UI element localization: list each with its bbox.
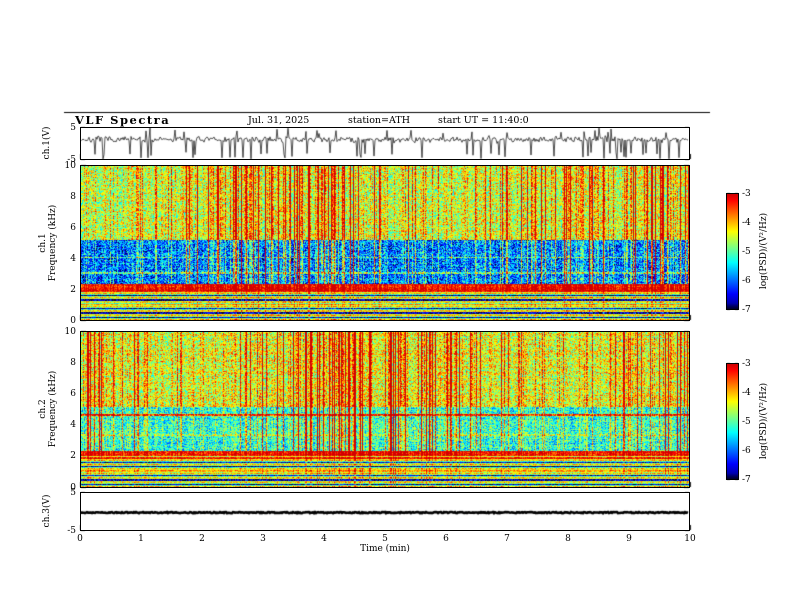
x-tick-label: 1	[138, 534, 144, 544]
y-tick-label: 0	[70, 482, 76, 493]
y-tick-label: -5	[67, 525, 76, 536]
y-tick-label: 6	[70, 388, 76, 399]
ch3-waveform-canvas	[81, 493, 689, 530]
ch1-spectrogram-ylabel-channel: ch.1	[38, 233, 48, 253]
colorbar-1-panel	[726, 193, 739, 310]
y-tick-label: 5	[70, 122, 76, 133]
x-tick-label: 9	[626, 534, 632, 544]
ch2-spectrogram-ylabel-text: Frequency (kHz)	[48, 370, 58, 448]
x-tick-label: 8	[565, 534, 571, 544]
x-tick-label: 10	[684, 534, 696, 544]
x-tick-label: 5	[382, 534, 388, 544]
plot-station: station=ATH	[348, 115, 410, 126]
colorbar-2-canvas	[727, 364, 738, 479]
xaxis-label: Time (min)	[360, 544, 410, 554]
ch2-spectrogram-canvas	[81, 332, 689, 487]
y-tick-label: 5	[70, 487, 76, 498]
y-tick-label: -5	[67, 154, 76, 165]
colorbar-tick-label: -5	[742, 416, 751, 427]
ch1-waveform-canvas	[81, 128, 689, 159]
x-tick-label: 3	[260, 534, 266, 544]
y-tick-label: 4	[70, 253, 76, 264]
y-tick-label: 8	[70, 357, 76, 368]
ch1-waveform-ylabel: ch.1(V)	[42, 126, 52, 160]
plot-start-time: start UT = 11:40:0	[438, 115, 529, 126]
y-tick-label: 10	[64, 160, 76, 171]
x-tick-label: 2	[199, 534, 205, 544]
y-tick-label: 2	[70, 451, 76, 462]
colorbar-tick-label: -5	[742, 246, 751, 257]
colorbar-tick-label: -7	[742, 474, 751, 485]
ch2-spectrogram-ylabel-channel: ch.2	[38, 399, 48, 419]
ch2-spectrogram-ylabel: ch.2 Frequency (kHz)	[38, 371, 58, 448]
colorbar-tick-label: -6	[742, 445, 751, 456]
ch3-waveform-panel	[80, 492, 690, 531]
x-tick-label: 4	[321, 534, 327, 544]
colorbar-tick-label: -3	[742, 188, 751, 199]
colorbar-tick-label: -4	[742, 217, 751, 228]
ch1-spectrogram-canvas	[81, 166, 689, 320]
x-tick-label: 6	[443, 534, 449, 544]
y-tick-label: 8	[70, 191, 76, 202]
ch1-waveform-panel	[80, 127, 690, 160]
ch1-spectrogram-ylabel: ch.1 Frequency (kHz)	[38, 205, 58, 282]
x-tick-label: 0	[77, 534, 83, 544]
ch3-waveform-ylabel: ch.3(V)	[42, 494, 52, 528]
colorbar-2-panel	[726, 363, 739, 480]
y-tick-label: 0	[70, 315, 76, 326]
colorbar-tick-label: -3	[742, 358, 751, 369]
colorbar-tick-label: -6	[742, 275, 751, 286]
colorbar-1-canvas	[727, 194, 738, 309]
x-tick-label: 7	[504, 534, 510, 544]
ch2-spectrogram-panel	[80, 331, 690, 488]
y-tick-label: 10	[64, 326, 76, 337]
plot-title: VLF Spectra	[75, 113, 171, 127]
colorbar-tick-label: -7	[742, 304, 751, 315]
y-tick-label: 2	[70, 284, 76, 295]
colorbar-tick-label: -4	[742, 387, 751, 398]
y-tick-label: 6	[70, 222, 76, 233]
y-tick-label: 4	[70, 420, 76, 431]
ch1-spectrogram-panel	[80, 165, 690, 321]
plot-date: Jul. 31, 2025	[248, 115, 310, 126]
ch1-spectrogram-ylabel-text: Frequency (kHz)	[48, 204, 58, 282]
